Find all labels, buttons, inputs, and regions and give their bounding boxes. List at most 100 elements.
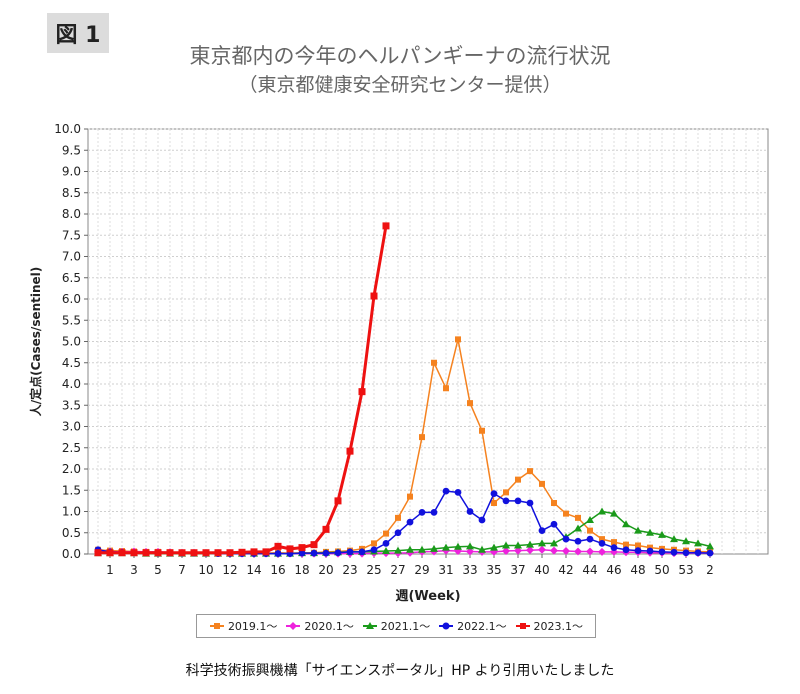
data-point: [670, 548, 678, 556]
data-point: [346, 548, 354, 556]
data-point: [407, 493, 413, 500]
data-point: [382, 539, 390, 547]
data-point: [166, 549, 174, 557]
legend-swatch-icon: [286, 622, 301, 630]
y-tick-label: 3.0: [62, 420, 81, 434]
source-caption: 科学技術振興機構「サイエンスポータル」HP より引用いたしました: [185, 663, 615, 679]
legend-label: 2020.1～: [304, 620, 354, 633]
data-point: [478, 516, 486, 524]
data-point: [646, 547, 654, 555]
data-point: [394, 546, 402, 554]
legend-swatch-icon: [515, 623, 530, 629]
y-tick-label: 9.5: [62, 143, 81, 157]
x-tick-label: 20: [318, 563, 333, 577]
y-tick-label: 3.5: [62, 398, 81, 412]
x-tick-label: 37: [510, 563, 525, 577]
y-tick-label: 4.5: [62, 356, 81, 370]
data-point: [431, 359, 437, 366]
data-point: [298, 544, 306, 552]
data-point: [526, 540, 534, 548]
data-point: [202, 549, 210, 557]
data-point: [502, 497, 510, 505]
legend-label: 2023.1～: [533, 620, 584, 633]
data-point: [610, 544, 618, 552]
x-tick-label: 5: [154, 563, 162, 577]
data-point: [142, 549, 150, 557]
data-point: [694, 539, 702, 547]
data-point: [310, 549, 318, 557]
data-point: [587, 527, 593, 534]
data-point: [94, 549, 102, 557]
data-point: [418, 508, 426, 516]
data-point: [538, 527, 546, 535]
data-point: [466, 542, 474, 550]
data-point: [334, 549, 342, 557]
data-point: [190, 549, 198, 557]
x-tick-label: 40: [534, 563, 549, 577]
data-point: [310, 541, 318, 549]
legend-item: 2021.1～: [362, 618, 431, 634]
x-tick-label: 25: [366, 563, 381, 577]
data-point: [382, 222, 390, 230]
data-point: [682, 537, 690, 545]
data-point: [371, 540, 377, 547]
data-point: [442, 487, 450, 495]
data-point: [406, 545, 414, 553]
data-point: [526, 499, 534, 507]
data-point: [358, 548, 366, 556]
data-point: [370, 546, 378, 554]
y-tick-label: 0.5: [62, 526, 81, 540]
data-point: [514, 546, 522, 555]
chart-title: 東京都内の今年のヘルパンギーナの流行状況: [189, 44, 611, 68]
data-point: [395, 514, 401, 521]
legend-item: 2022.1～: [438, 618, 507, 634]
y-tick-label: 10.0: [54, 122, 81, 136]
data-point: [346, 447, 354, 455]
y-tick-label: 0.0: [62, 547, 81, 561]
data-point: [262, 548, 270, 556]
data-point: [694, 549, 702, 557]
data-point: [562, 547, 570, 556]
y-tick-label: 7.0: [62, 250, 81, 264]
data-point: [130, 549, 138, 557]
data-point: [274, 550, 282, 557]
x-tick-label: 14: [246, 563, 261, 577]
data-point: [634, 526, 642, 534]
data-point: [550, 520, 558, 528]
data-point: [322, 525, 330, 533]
y-tick-label: 8.5: [62, 186, 81, 200]
x-tick-label: 2: [706, 563, 714, 577]
y-tick-label: 9.0: [62, 165, 81, 179]
data-point: [298, 549, 306, 557]
chart-legend: 2019.1～ 2020.1～ 2021.1～ 2022.1～ 2023.1～: [196, 614, 596, 638]
data-point: [550, 546, 558, 555]
data-point: [454, 542, 462, 550]
line-chart: 0.0 0.5 1.0 1.5 2.0 2.5 3.0 3.5 4.0 4.5 5.0 5.5 6.0 6…: [28, 122, 769, 604]
x-tick-label: 44: [582, 563, 597, 577]
data-point: [635, 542, 641, 549]
y-tick-label: 4.0: [62, 377, 81, 391]
data-point: [250, 548, 258, 556]
data-point: [502, 541, 510, 549]
data-point: [491, 500, 497, 506]
legend-label: 2021.1～: [380, 620, 431, 633]
legend-label: 2022.1～: [457, 620, 507, 633]
figure-label: 図 1: [47, 13, 109, 53]
data-point: [586, 535, 594, 543]
data-point: [430, 544, 438, 552]
data-point: [526, 546, 534, 555]
data-point: [527, 468, 533, 475]
x-tick-label: 50: [654, 563, 669, 577]
x-tick-label: 18: [294, 563, 309, 577]
data-point: [430, 508, 438, 516]
data-point: [575, 514, 581, 521]
data-point: [538, 545, 546, 554]
x-tick-label: 33: [462, 563, 477, 577]
data-point: [382, 547, 390, 555]
legend-label: 2019.1～: [227, 620, 278, 633]
data-point: [467, 400, 473, 407]
data-point: [466, 547, 474, 556]
x-tick-label: 42: [558, 563, 573, 577]
x-tick-label: 27: [390, 563, 405, 577]
data-point: [322, 549, 330, 557]
